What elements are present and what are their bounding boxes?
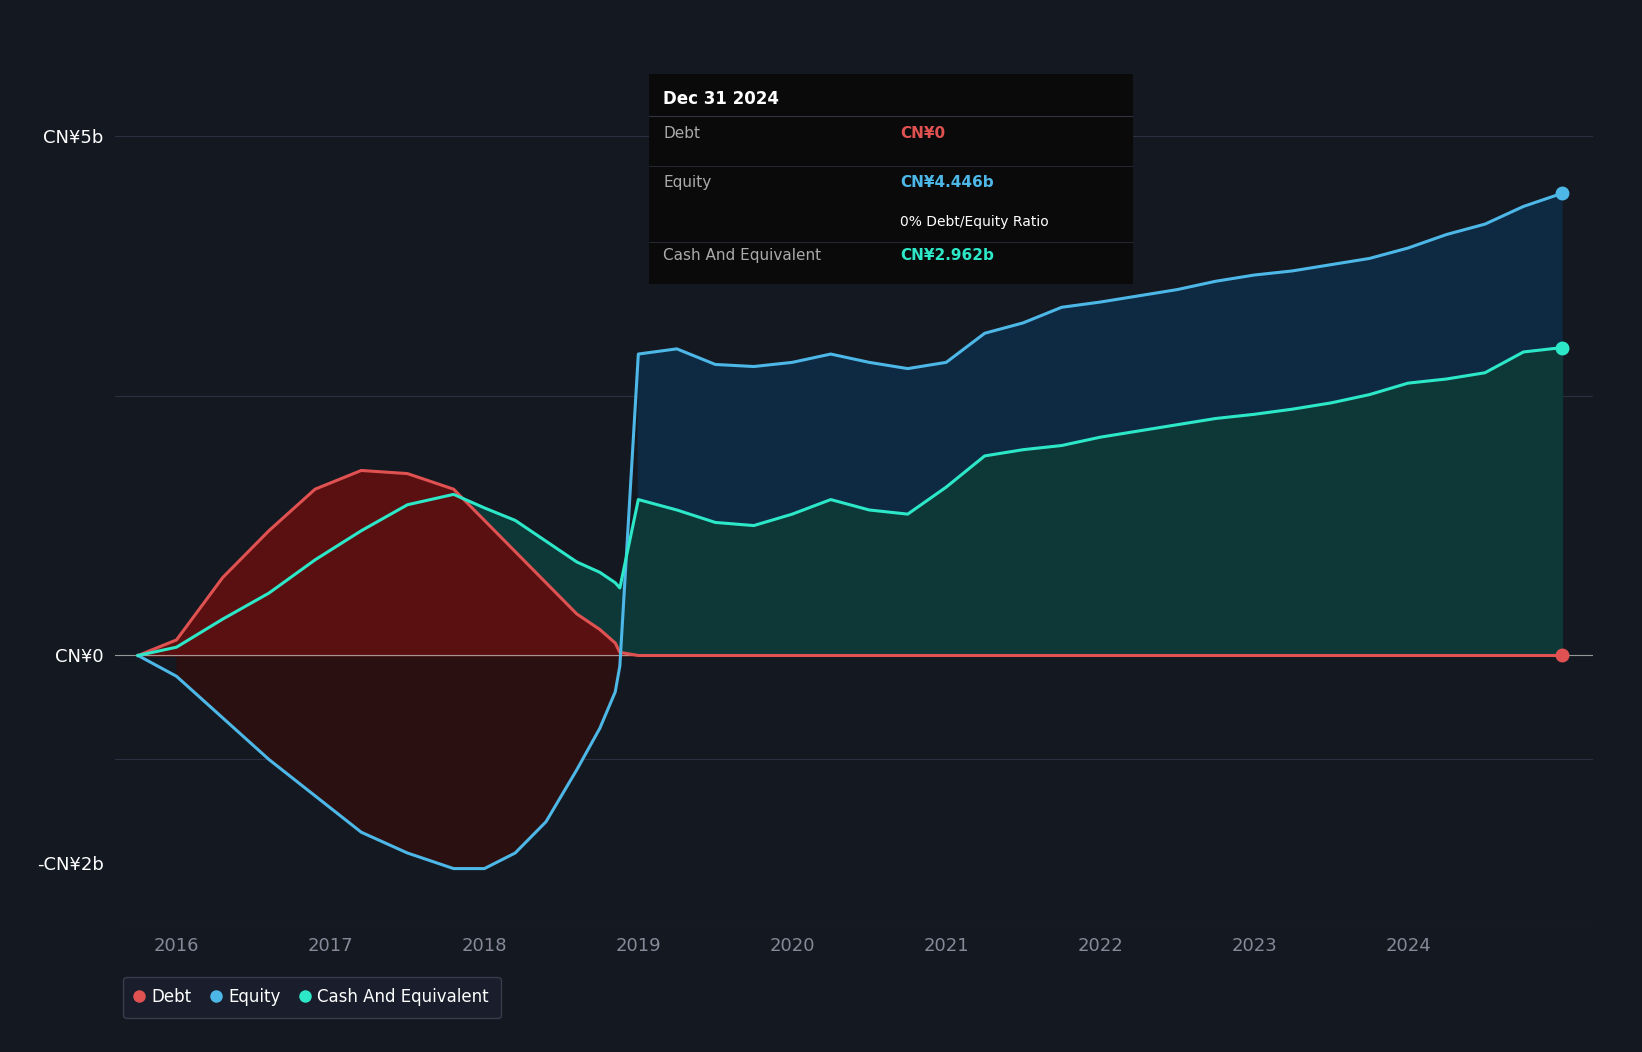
Text: Equity: Equity [663, 175, 711, 189]
Text: CN¥4.446b: CN¥4.446b [900, 175, 993, 189]
Text: Debt: Debt [663, 126, 699, 141]
Text: 0% Debt/Equity Ratio: 0% Debt/Equity Ratio [900, 215, 1049, 228]
Text: CN¥2.962b: CN¥2.962b [900, 248, 995, 263]
Text: Cash And Equivalent: Cash And Equivalent [663, 248, 821, 263]
Text: Dec 31 2024: Dec 31 2024 [663, 90, 778, 108]
Legend: Debt, Equity, Cash And Equivalent: Debt, Equity, Cash And Equivalent [123, 976, 501, 1018]
Text: CN¥0: CN¥0 [900, 126, 946, 141]
